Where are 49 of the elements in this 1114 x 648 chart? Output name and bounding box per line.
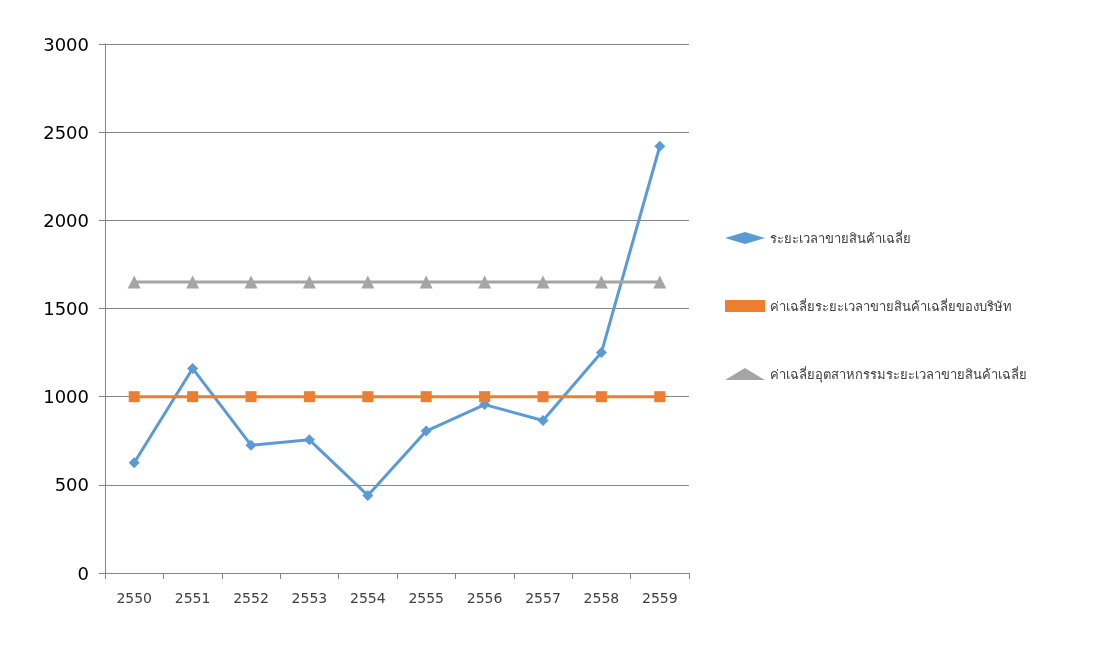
point bbox=[419, 275, 433, 289]
point bbox=[187, 391, 199, 403]
x-tick-label: 2558 bbox=[583, 590, 620, 606]
point bbox=[245, 439, 257, 451]
point bbox=[361, 275, 375, 289]
point bbox=[302, 275, 316, 289]
point bbox=[303, 434, 315, 446]
point bbox=[128, 457, 140, 469]
legend-label: ค่าเฉลี่ยอุตสาหกรรมระยะเวลาขายสินค้าเฉลี่ย bbox=[770, 365, 1027, 383]
legend-label: ค่าเฉลี่ยระยะเวลาขายสินค้าเฉลี่ยของบริษัท bbox=[770, 297, 1012, 314]
x-tick-label: 2555 bbox=[408, 590, 445, 606]
point bbox=[244, 275, 258, 289]
point bbox=[653, 275, 667, 289]
x-tick-label: 2554 bbox=[349, 590, 386, 606]
point bbox=[186, 275, 200, 289]
x-tick-label: 2552 bbox=[233, 590, 269, 606]
point bbox=[537, 414, 549, 426]
point bbox=[536, 275, 550, 289]
point bbox=[594, 275, 608, 289]
point bbox=[420, 391, 432, 403]
x-tick-label: 2553 bbox=[291, 590, 328, 606]
y-tick-label: 1500 bbox=[43, 298, 89, 319]
x-tick-label: 2557 bbox=[525, 590, 561, 606]
point bbox=[654, 391, 666, 403]
point bbox=[654, 140, 666, 152]
y-tick-label: 0 bbox=[77, 562, 89, 584]
point bbox=[245, 391, 257, 403]
y-tick-label: 2000 bbox=[43, 209, 89, 231]
x-tick-label: 2551 bbox=[174, 590, 211, 606]
point bbox=[478, 275, 492, 289]
point bbox=[362, 391, 374, 403]
x-tick-label: 2550 bbox=[116, 590, 153, 606]
point bbox=[420, 425, 432, 437]
point bbox=[479, 391, 491, 403]
point bbox=[595, 391, 607, 403]
y-tick-label: 500 bbox=[54, 474, 89, 496]
x-tick-label: 2556 bbox=[466, 590, 503, 606]
point bbox=[127, 275, 141, 289]
point bbox=[128, 391, 140, 403]
point bbox=[187, 362, 199, 374]
x-tick-label: 2559 bbox=[641, 590, 678, 606]
y-tick-label: 3000 bbox=[43, 33, 89, 55]
legend-label: ระยะเวลาขายสินค้าเฉลี่ย bbox=[770, 229, 911, 246]
point bbox=[362, 489, 374, 501]
y-tick-label: 1000 bbox=[43, 386, 89, 408]
point bbox=[537, 391, 549, 403]
point bbox=[595, 347, 607, 359]
point bbox=[303, 391, 315, 403]
y-tick-label: 2500 bbox=[43, 121, 89, 143]
